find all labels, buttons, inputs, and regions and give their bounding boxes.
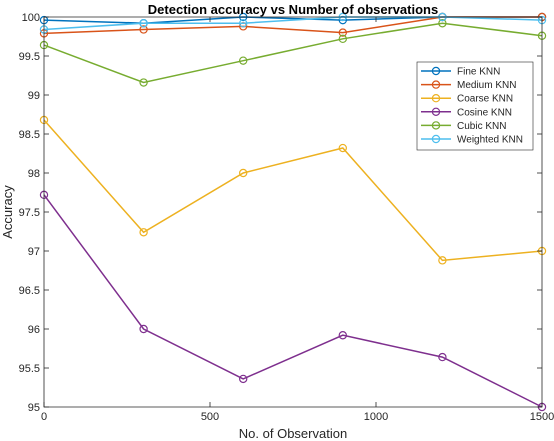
x-tick-label: 1000 (364, 411, 388, 423)
y-tick-label: 98 (28, 168, 40, 180)
series-line (43, 22, 543, 84)
y-tick-label: 96.5 (19, 285, 40, 297)
legend-marker (431, 66, 441, 76)
y-tick-label: 99.5 (19, 51, 40, 63)
legend-item: Medium KNN (421, 80, 516, 91)
ticks-layer: 0 500 1000 1500 95 95.5 96 96.5 97 97.5 98 98.5 99 99… (19, 12, 554, 423)
legend-label: Cubic KNN (457, 121, 506, 132)
data-point (438, 19, 447, 28)
data-point (438, 256, 447, 265)
x-axis-label: No. of Observation (239, 426, 347, 441)
data-point (338, 331, 347, 340)
data-point (139, 324, 148, 334)
y-tick-label: 97.5 (19, 207, 40, 219)
data-point (338, 34, 347, 44)
data-point (238, 56, 248, 65)
y-tick-label: 97 (28, 246, 40, 258)
legend-item: Coarse KNN (421, 94, 513, 105)
y-tick-label: 98.5 (19, 129, 40, 141)
legend-marker (431, 121, 441, 130)
x-tick-label: 500 (201, 411, 219, 423)
data-point (139, 25, 148, 34)
data-point (338, 28, 347, 37)
data-point (139, 228, 148, 237)
y-tick-label: 96 (28, 324, 40, 336)
legend-label: Cosine KNN (457, 107, 512, 118)
data-point (438, 352, 447, 362)
legend-label: Medium KNN (457, 80, 516, 91)
legend-label: Coarse KNN (457, 94, 513, 105)
data-point (238, 19, 248, 28)
legend-item: Weighted KNN (421, 135, 523, 146)
x-tick-label: 1500 (530, 411, 554, 423)
y-tick-label: 99 (28, 90, 40, 102)
legend-label: Weighted KNN (457, 135, 523, 146)
data-point (238, 168, 248, 178)
legend-item: Fine KNN (421, 67, 500, 78)
legend-marker (431, 80, 441, 89)
legend-label: Fine KNN (457, 67, 500, 78)
legend-marker (431, 107, 441, 117)
chart-title: Detection accuracy vs Number of observat… (148, 2, 438, 17)
series-line (43, 194, 543, 408)
y-tick-label: 95 (28, 402, 40, 414)
series-line (43, 16, 543, 31)
y-tick-label: 95.5 (19, 363, 40, 375)
data-point (139, 78, 148, 87)
legend-item: Cubic KNN (421, 121, 506, 132)
y-tick-label: 100 (22, 12, 40, 24)
legend-item: Cosine KNN (421, 107, 512, 118)
data-point (238, 374, 248, 384)
series-line (43, 119, 543, 262)
x-tick-label: 0 (41, 411, 47, 423)
y-axis-label: Accuracy (0, 185, 15, 239)
legend-marker (431, 93, 441, 103)
legend: Fine KNN Medium KNN Coarse KNN Cosine KNN Cu… (416, 61, 534, 151)
legend-marker (431, 134, 441, 144)
data-point (139, 19, 148, 28)
data-point (338, 143, 347, 153)
